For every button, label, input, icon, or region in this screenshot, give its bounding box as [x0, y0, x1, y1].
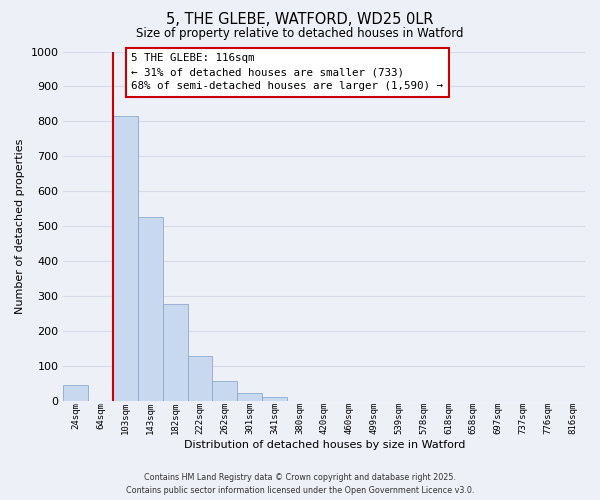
Text: Size of property relative to detached houses in Watford: Size of property relative to detached ho…: [136, 28, 464, 40]
Bar: [113, 116, 138, 401]
Text: 5, THE GLEBE, WATFORD, WD25 0LR: 5, THE GLEBE, WATFORD, WD25 0LR: [166, 12, 434, 28]
X-axis label: Distribution of detached houses by size in Watford: Distribution of detached houses by size …: [184, 440, 465, 450]
Bar: [188, 356, 212, 401]
Bar: [237, 393, 262, 401]
Text: Contains HM Land Registry data © Crown copyright and database right 2025.
Contai: Contains HM Land Registry data © Crown c…: [126, 473, 474, 495]
Bar: [64, 384, 88, 401]
Text: 5 THE GLEBE: 116sqm
← 31% of detached houses are smaller (733)
68% of semi-detac: 5 THE GLEBE: 116sqm ← 31% of detached ho…: [131, 53, 443, 91]
Bar: [212, 381, 237, 401]
Bar: [163, 304, 188, 401]
Y-axis label: Number of detached properties: Number of detached properties: [15, 138, 25, 314]
Bar: [138, 216, 163, 401]
Bar: [262, 398, 287, 401]
